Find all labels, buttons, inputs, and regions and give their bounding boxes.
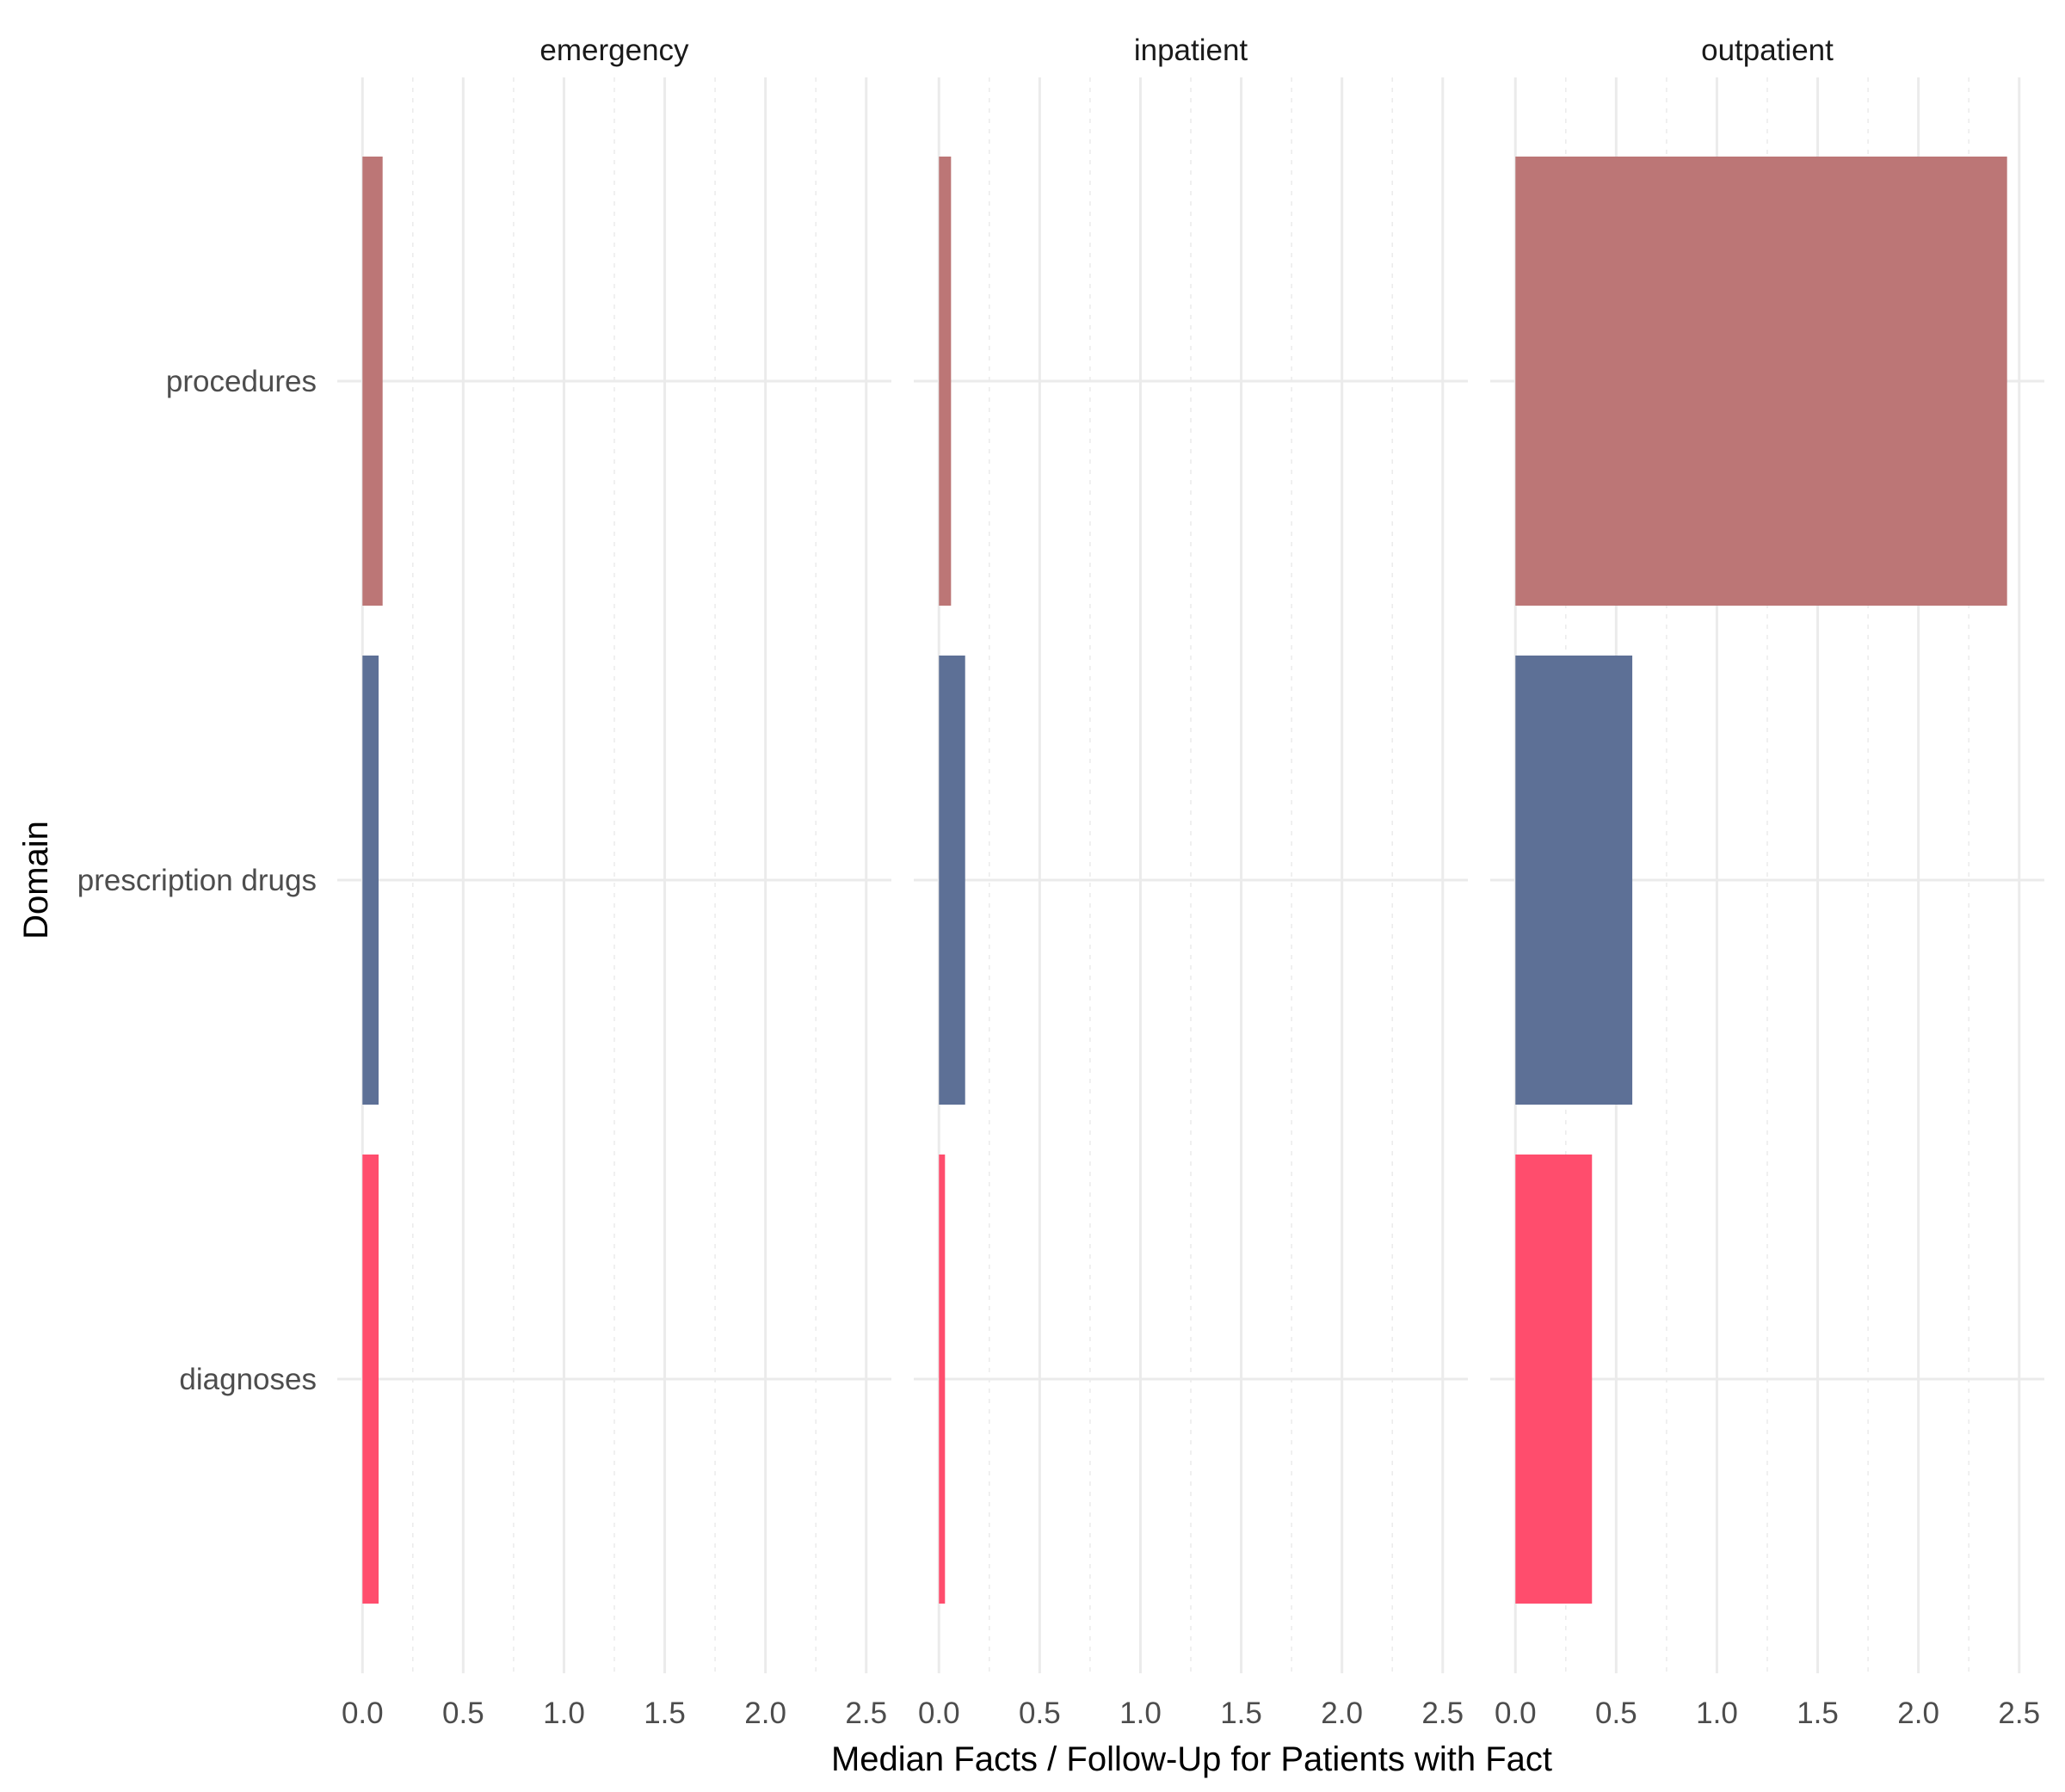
x-tick-label: 0.5 <box>1595 1697 1637 1730</box>
x-tick-label: 2.5 <box>1998 1697 2040 1730</box>
bar-outpatient-diagnoses <box>1515 1155 1593 1604</box>
x-tick-label: 0.0 <box>1495 1697 1537 1730</box>
x-tick-label: 1.0 <box>1119 1697 1162 1730</box>
bar-layer <box>362 157 2007 1604</box>
x-tick-label: 1.0 <box>1696 1697 1738 1730</box>
y-axis-title: Domain <box>17 821 55 939</box>
x-tick-label: 2.5 <box>1421 1697 1464 1730</box>
x-tick-label: 0.0 <box>918 1697 960 1730</box>
bar-outpatient-prescription-drugs <box>1515 656 1633 1105</box>
x-tick-label: 0.5 <box>1019 1697 1061 1730</box>
x-tick-label: 2.0 <box>744 1697 786 1730</box>
bar-emergency-procedures <box>362 157 383 606</box>
x-tick-label: 1.5 <box>1797 1697 1839 1730</box>
facet-label-inpatient: inpatient <box>1134 34 1248 67</box>
y-tick-label: procedures <box>166 365 317 398</box>
x-tick-label: 2.5 <box>845 1697 887 1730</box>
facet-label-emergency: emergency <box>539 34 689 67</box>
y-tick-label: prescription drugs <box>77 864 317 897</box>
x-axis-title: Median Facts / Follow-Up for Patients wi… <box>831 1740 1552 1778</box>
x-tick-label: 2.0 <box>1321 1697 1363 1730</box>
bar-inpatient-procedures <box>939 157 952 606</box>
x-tick-label: 1.5 <box>644 1697 686 1730</box>
x-tick-label: 1.0 <box>543 1697 585 1730</box>
label-layer: 0.0 0.5 1.0 1.5 2.0 2.5 emergency 0.0 0.5 1.0 1.5 2… <box>77 34 2040 1730</box>
x-tick-label: 0.5 <box>442 1697 484 1730</box>
x-tick-label: 0.0 <box>342 1697 384 1730</box>
x-tick-label: 1.5 <box>1220 1697 1262 1730</box>
bar-emergency-prescription-drugs <box>362 656 379 1105</box>
bar-inpatient-prescription-drugs <box>939 656 965 1105</box>
bar-inpatient-diagnoses <box>939 1155 946 1604</box>
bar-outpatient-procedures <box>1515 157 2007 606</box>
facet-label-outpatient: outpatient <box>1701 34 1834 67</box>
y-tick-label: diagnoses <box>179 1363 317 1396</box>
bar-emergency-diagnoses <box>362 1155 379 1604</box>
x-tick-label: 2.0 <box>1897 1697 1939 1730</box>
